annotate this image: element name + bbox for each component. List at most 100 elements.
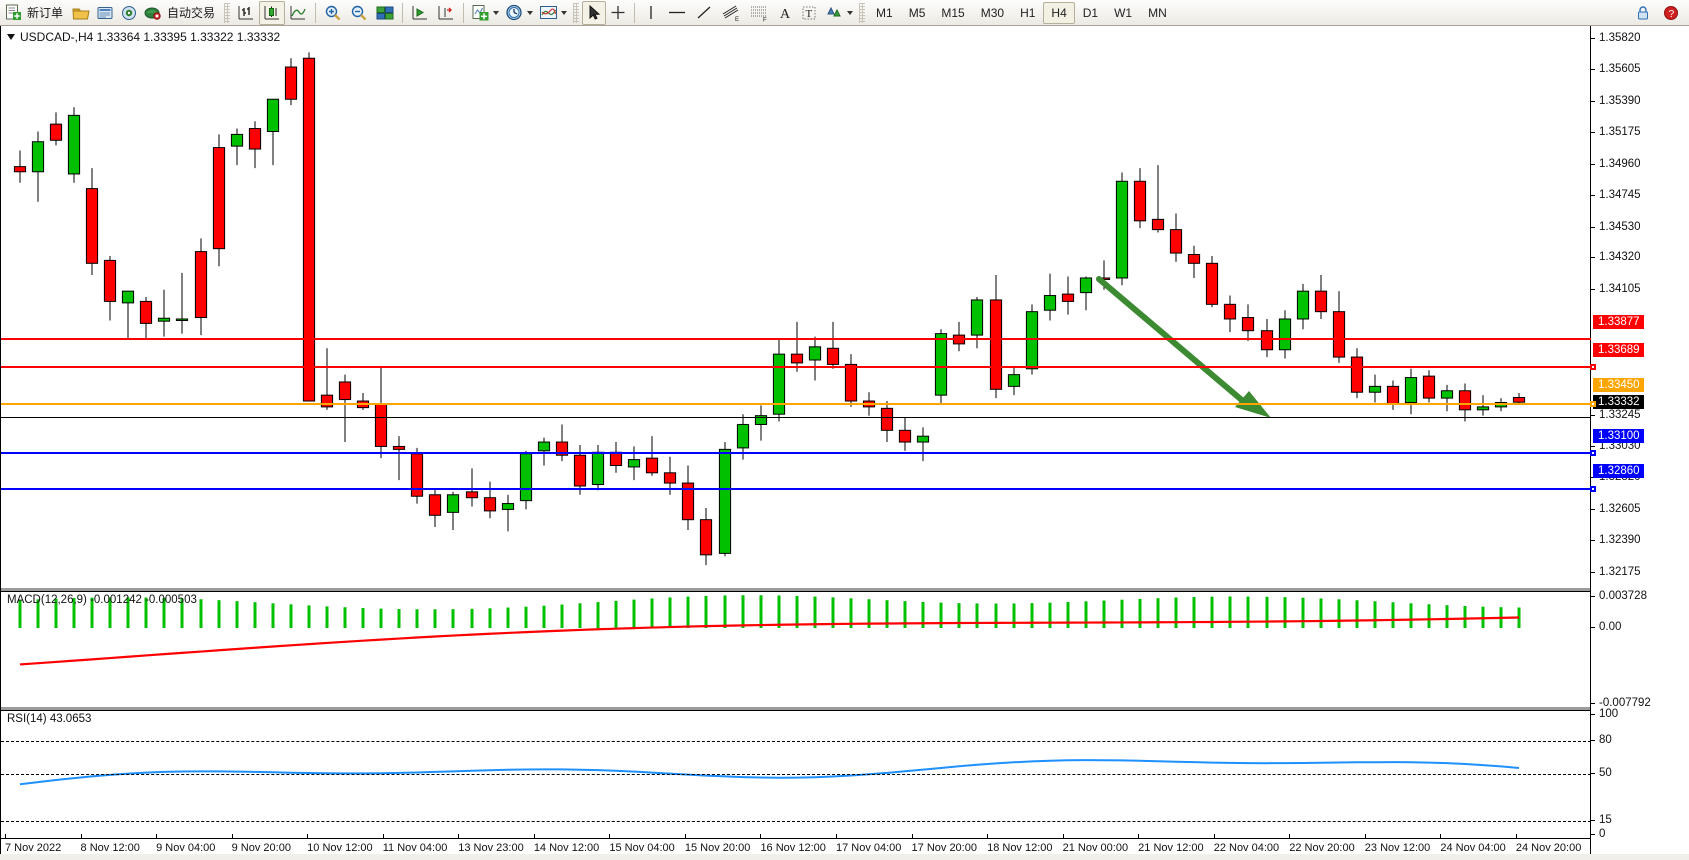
pivot-badge[interactable]: 1.33450 <box>1593 377 1644 392</box>
timeframe-m1[interactable]: M1 <box>876 5 893 20</box>
price-tick: 1.35605 <box>1591 63 1641 75</box>
new-order-button[interactable]: 新订单 <box>2 1 69 25</box>
label-button[interactable]: T <box>797 1 821 25</box>
resistance-line-1[interactable] <box>1 338 1591 340</box>
price-tick: 1.35175 <box>1591 126 1641 138</box>
resistance-2-badge[interactable]: 1.33689 <box>1593 342 1644 357</box>
candle <box>826 321 840 369</box>
toolbar-grip-2[interactable] <box>573 2 580 23</box>
period-button[interactable] <box>502 1 536 25</box>
candle <box>1115 172 1129 286</box>
rsi-pane[interactable]: RSI(14) 43.0653 <box>1 710 1591 838</box>
zoom-in-icon <box>325 5 341 20</box>
period-caret-icon[interactable] <box>527 10 534 15</box>
pane-separator-macd[interactable] <box>1 588 1591 591</box>
pane-separator-rsi[interactable] <box>1 707 1591 710</box>
shapes-caret-icon[interactable] <box>847 10 854 15</box>
bar-chart-button[interactable] <box>233 1 259 25</box>
support-line-1-anchor[interactable] <box>1590 450 1596 456</box>
timeframe-h4[interactable]: H4 <box>1043 1 1075 24</box>
timeframe-m5[interactable]: M5 <box>908 5 926 20</box>
cursor-button[interactable] <box>582 0 607 25</box>
shapes-button[interactable] <box>821 1 856 25</box>
rsi-axis-tick: 50 <box>1591 767 1612 779</box>
navigator-button[interactable] <box>117 1 141 25</box>
support-line-2-anchor[interactable] <box>1590 486 1596 492</box>
time-axis-label: 22 Nov 20:00 <box>1289 842 1355 854</box>
candle <box>284 58 298 106</box>
support-1-badge[interactable]: 1.33100 <box>1593 429 1644 444</box>
time-axis-label: 23 Nov 12:00 <box>1364 842 1431 854</box>
clock-icon <box>506 4 522 21</box>
trend-line-icon <box>697 6 711 19</box>
candle <box>1350 348 1364 399</box>
indicators-caret-icon[interactable] <box>561 10 568 15</box>
candle <box>1043 273 1057 321</box>
line-chart-button[interactable] <box>285 1 311 25</box>
candle <box>754 405 768 441</box>
time-axis-label: 11 Nov 04:00 <box>382 842 448 854</box>
pivot-line-anchor[interactable] <box>1590 401 1596 407</box>
vertical-line-button[interactable] <box>639 1 663 25</box>
timeframe-mn[interactable]: MN <box>1148 5 1167 20</box>
svg-text:F: F <box>763 17 767 22</box>
timeframe-w1[interactable]: W1 <box>1114 5 1133 20</box>
pivot-line[interactable] <box>1 401 1596 407</box>
zoom-in-button[interactable] <box>320 1 346 25</box>
candle <box>1151 165 1165 233</box>
new-chart-caret-icon[interactable] <box>493 10 500 15</box>
terminal-button[interactable] <box>93 1 117 25</box>
candlestick-chart-button[interactable] <box>259 0 286 25</box>
timeframe-m30[interactable]: M30 <box>980 5 1005 20</box>
current-price-badge[interactable]: 1.33332 <box>1593 395 1644 410</box>
resistance-line-2-anchor[interactable] <box>1590 364 1596 370</box>
candle <box>501 494 515 532</box>
timeframe-m15[interactable]: M15 <box>941 5 965 20</box>
auto-scroll-button[interactable] <box>433 1 459 25</box>
price-pane[interactable]: USDCAD-,H4 1.33364 1.33395 1.33322 1.333… <box>1 26 1596 590</box>
trend-line-button[interactable] <box>691 1 717 25</box>
chart-collapse-icon[interactable] <box>7 34 15 40</box>
horizontal-line-button[interactable] <box>663 1 691 25</box>
new-chart-button[interactable] <box>468 1 502 25</box>
indicators-button[interactable] <box>536 1 570 25</box>
text-button[interactable]: A <box>773 1 797 25</box>
resistance-line-2[interactable] <box>1 364 1596 370</box>
support-2-badge[interactable]: 1.32860 <box>1593 464 1644 479</box>
toolbar-grip-3[interactable] <box>859 2 866 23</box>
time-axis-tick <box>307 834 309 839</box>
crosshair-button[interactable] <box>606 1 630 25</box>
help-button[interactable]: ? <box>1659 1 1683 25</box>
shift-end-button[interactable] <box>407 1 433 25</box>
time-axis-tick <box>684 834 686 839</box>
fibonacci-button[interactable]: F <box>745 1 773 25</box>
auto-trading-button[interactable]: 自动交易 <box>141 1 221 25</box>
equidistant-channel-button[interactable]: E <box>717 1 745 25</box>
candle <box>1079 276 1093 311</box>
svg-text:?: ? <box>1669 9 1675 20</box>
timeframe-d1[interactable]: D1 <box>1082 5 1099 20</box>
zoom-out-button[interactable] <box>346 1 372 25</box>
folder-button[interactable] <box>69 1 93 25</box>
toolbar-divider-3 <box>463 2 465 23</box>
time-axis-label: 21 Nov 00:00 <box>1062 842 1129 854</box>
resistance-1-badge[interactable]: 1.33877 <box>1593 315 1644 330</box>
candle <box>1205 255 1219 308</box>
rsi-axis-tick: 0 <box>1591 828 1605 840</box>
rsi-level-15 <box>1 821 1591 822</box>
time-axis-label: 17 Nov 20:00 <box>911 842 977 854</box>
price-axis[interactable]: 1.35820 1.35605 1.35390 1.35175 1.34960 1.347… <box>1590 26 1689 860</box>
candle <box>157 289 171 337</box>
candle <box>103 255 117 321</box>
time-axis-label: 14 Nov 12:00 <box>533 842 600 854</box>
support-line-2[interactable] <box>1 486 1596 492</box>
macd-pane[interactable]: MACD(12,26,9) -0.001242 -0.000503 <box>1 591 1591 708</box>
candle <box>338 374 352 443</box>
candle <box>266 98 280 166</box>
support-line-1[interactable] <box>1 450 1596 456</box>
lock-button[interactable] <box>1631 1 1655 25</box>
toolbar-grip-1[interactable] <box>224 2 231 23</box>
downtrend-arrow[interactable] <box>1096 276 1271 418</box>
tile-windows-button[interactable] <box>372 1 398 25</box>
timeframe-h1[interactable]: H1 <box>1020 5 1036 20</box>
